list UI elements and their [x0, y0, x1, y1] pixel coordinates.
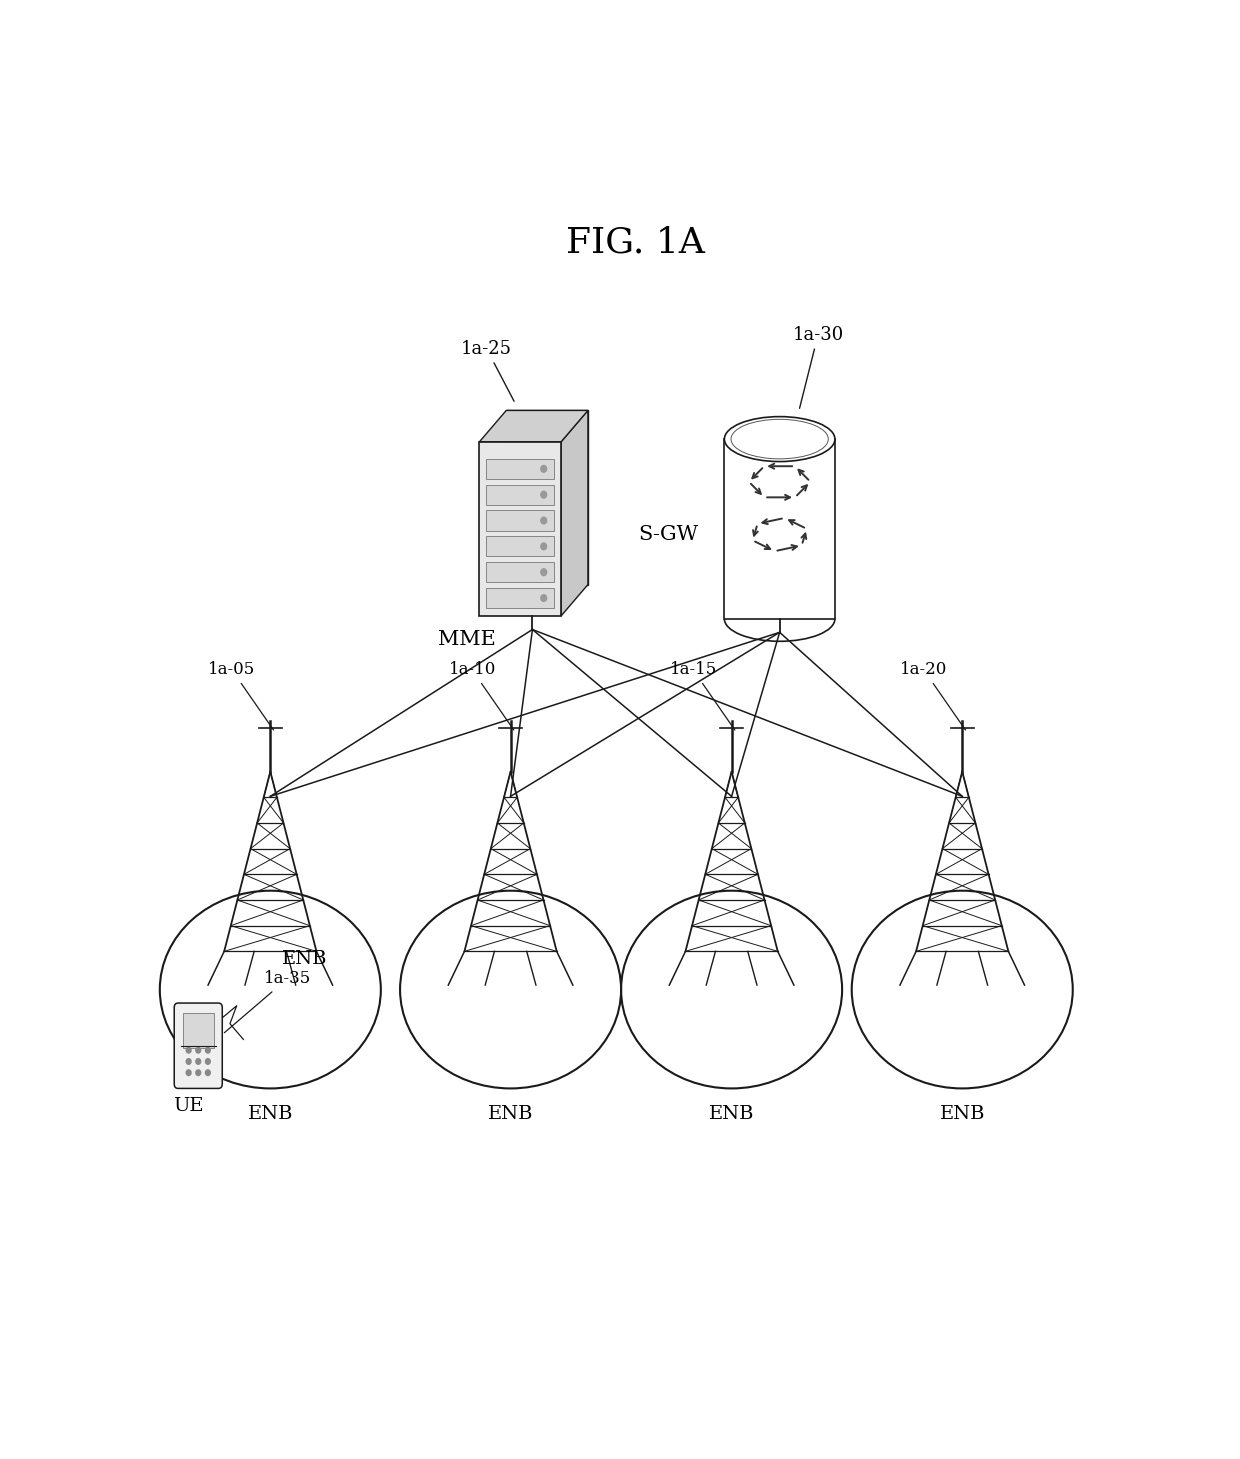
FancyBboxPatch shape [486, 484, 554, 505]
Text: FIG. 1A: FIG. 1A [567, 226, 704, 260]
Text: 1a-10: 1a-10 [449, 661, 513, 730]
Circle shape [196, 1069, 201, 1075]
FancyBboxPatch shape [486, 511, 554, 531]
FancyBboxPatch shape [174, 1002, 222, 1088]
Circle shape [541, 492, 547, 498]
Circle shape [206, 1048, 211, 1053]
Circle shape [186, 1069, 191, 1075]
Circle shape [196, 1048, 201, 1053]
FancyBboxPatch shape [182, 1013, 213, 1048]
Circle shape [206, 1059, 211, 1064]
Circle shape [186, 1059, 191, 1064]
FancyBboxPatch shape [724, 439, 835, 619]
Circle shape [541, 569, 547, 576]
Text: ENB: ENB [487, 1106, 533, 1123]
Circle shape [186, 1048, 191, 1053]
Text: 1a-05: 1a-05 [208, 661, 274, 730]
FancyBboxPatch shape [486, 537, 554, 556]
Text: 1a-35: 1a-35 [224, 970, 311, 1033]
Text: ENB: ENB [248, 1106, 293, 1123]
Text: ENB: ENB [281, 950, 327, 969]
Text: 1a-15: 1a-15 [670, 661, 735, 730]
Text: MME: MME [439, 630, 496, 649]
Polygon shape [560, 410, 588, 616]
Polygon shape [506, 410, 588, 585]
Text: ENB: ENB [709, 1106, 754, 1123]
Circle shape [196, 1059, 201, 1064]
Ellipse shape [732, 419, 828, 460]
Circle shape [541, 465, 547, 473]
Ellipse shape [724, 417, 835, 461]
Text: UE: UE [174, 1097, 203, 1116]
Circle shape [541, 595, 547, 601]
FancyBboxPatch shape [486, 588, 554, 608]
Text: ENB: ENB [940, 1106, 985, 1123]
Polygon shape [480, 410, 588, 442]
FancyBboxPatch shape [486, 458, 554, 479]
Circle shape [541, 543, 547, 550]
Text: 1a-20: 1a-20 [900, 661, 966, 730]
Text: 1a-30: 1a-30 [792, 325, 843, 409]
Text: S-GW: S-GW [637, 525, 698, 544]
Circle shape [541, 516, 547, 524]
FancyBboxPatch shape [480, 442, 560, 616]
FancyBboxPatch shape [486, 562, 554, 582]
Circle shape [206, 1069, 211, 1075]
Text: 1a-25: 1a-25 [461, 340, 515, 401]
